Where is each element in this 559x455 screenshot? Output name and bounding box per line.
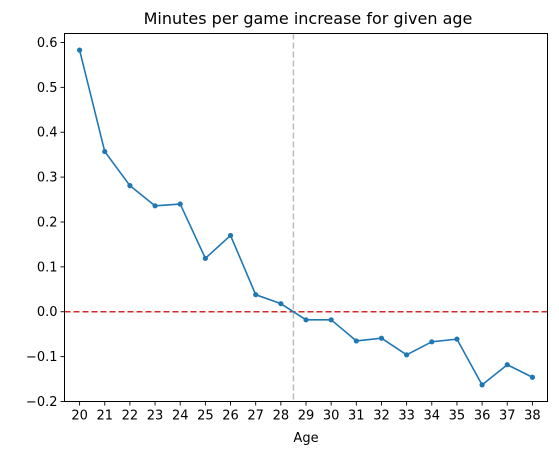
data-point xyxy=(454,336,460,342)
data-point xyxy=(378,335,385,341)
y-tick-label: −0.1 xyxy=(26,350,58,365)
x-tick-label: 28 xyxy=(273,409,290,424)
x-tick-label: 33 xyxy=(398,409,415,424)
x-tick-label: 25 xyxy=(197,409,214,424)
x-tick-label: 24 xyxy=(172,409,189,424)
data-point xyxy=(202,255,208,261)
data-point xyxy=(303,317,309,323)
data-point xyxy=(529,374,536,380)
x-tick-label: 27 xyxy=(247,409,264,424)
x-tick-label: 21 xyxy=(96,409,113,424)
y-tick-label: 0.0 xyxy=(37,305,58,320)
data-point xyxy=(328,317,334,323)
x-tick-label: 29 xyxy=(298,409,315,424)
data-point xyxy=(76,47,83,53)
y-tick-label: 0.4 xyxy=(37,126,58,141)
x-tick-label: 32 xyxy=(373,409,390,424)
x-tick-label: 34 xyxy=(424,409,441,424)
y-tick-label: 0.1 xyxy=(37,260,58,275)
x-axis-label: Age xyxy=(293,431,318,446)
data-point xyxy=(278,301,284,307)
data-point xyxy=(177,201,183,207)
data-point xyxy=(479,382,485,388)
y-tick-label: −0.2 xyxy=(26,395,58,410)
x-tick-label: 35 xyxy=(449,409,466,424)
data-point xyxy=(253,292,259,298)
data-point xyxy=(504,362,510,368)
plot-frame xyxy=(64,33,548,402)
y-tick-label: 0.3 xyxy=(37,171,58,186)
x-tick-label: 26 xyxy=(222,409,239,424)
y-tick-label: 0.2 xyxy=(37,215,58,230)
x-tick-label: 36 xyxy=(474,409,491,424)
data-point xyxy=(353,338,359,344)
data-point xyxy=(227,232,234,239)
data-point xyxy=(152,203,158,209)
x-tick-label: 20 xyxy=(71,409,88,424)
x-tick-label: 30 xyxy=(323,409,340,424)
y-tick-label: 0.5 xyxy=(37,81,58,96)
chart-title: Minutes per game increase for given age xyxy=(144,9,473,28)
data-point xyxy=(404,352,410,358)
data-point xyxy=(127,183,133,189)
data-point xyxy=(429,339,435,345)
x-tick-label: 37 xyxy=(499,409,516,424)
x-tick-label: 22 xyxy=(122,409,139,424)
data-point xyxy=(102,148,108,155)
y-tick-label: 0.6 xyxy=(37,36,58,51)
series-line xyxy=(78,49,533,386)
x-tick-label: 23 xyxy=(147,409,164,424)
x-tick-label: 31 xyxy=(348,409,365,424)
x-tick-label: 38 xyxy=(524,409,541,424)
